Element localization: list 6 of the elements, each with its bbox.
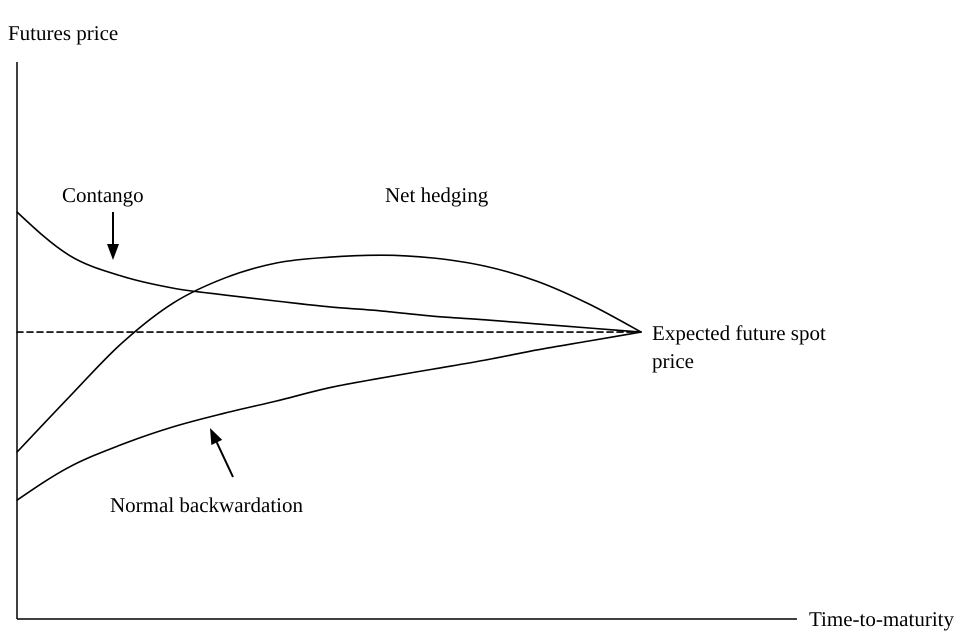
x-axis-title: Time-to-maturity bbox=[808, 607, 954, 631]
legend-label: Normal backwardation bbox=[110, 493, 304, 517]
series-label: Expected future spot price bbox=[652, 321, 826, 373]
text: Net hedging bbox=[385, 183, 489, 207]
series-label: Contango bbox=[62, 183, 144, 207]
text: Futures price bbox=[8, 21, 118, 45]
